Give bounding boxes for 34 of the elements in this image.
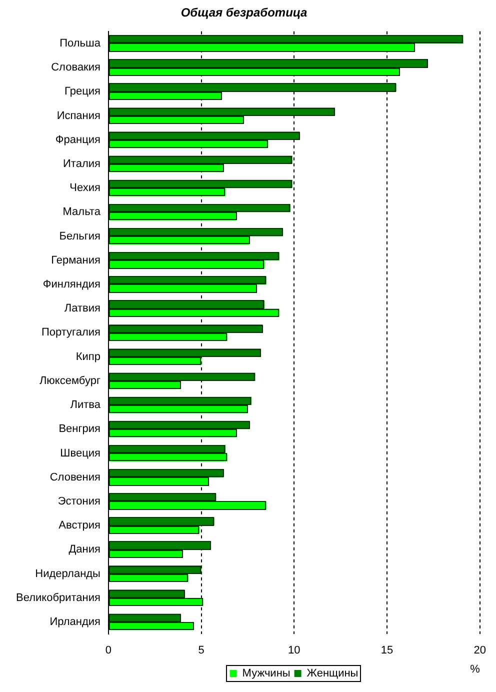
y-tick-label: Литва: [70, 399, 102, 412]
y-tick-label: Португалия: [41, 326, 101, 339]
y-tick-label: Нидерланды: [35, 568, 101, 580]
y-tick-label: Италия: [63, 158, 101, 170]
y-tick-label: Эстония: [58, 495, 101, 508]
y-tick-label: Великобритания: [16, 592, 101, 604]
x-tick-label: 10: [288, 644, 300, 657]
y-tick-label: Словения: [50, 471, 101, 484]
x-tick-label: 0: [105, 644, 112, 657]
y-tick-label: Латвия: [64, 302, 101, 315]
x-tick-label: 15: [380, 644, 394, 657]
y-tick-label: Мальта: [62, 206, 102, 218]
y-tick-label: Дания: [68, 544, 101, 556]
y-tick-label: Польша: [60, 37, 102, 50]
x-tick-label: 20: [474, 644, 486, 657]
y-tick-label: Словакия: [51, 62, 101, 74]
y-tick-label: Австрия: [58, 520, 101, 532]
y-tick-label: Финляндия: [42, 278, 101, 291]
legend-label: Женщины: [306, 668, 358, 680]
y-tick-label: Греция: [64, 86, 101, 98]
y-tick-label: Швеция: [60, 447, 101, 460]
x-tick-label: 5: [198, 644, 204, 657]
y-tick-label: Бельгия: [59, 230, 101, 242]
y-tick-label: Кипр: [76, 350, 100, 363]
y-tick-label: Испания: [56, 110, 101, 122]
x-axis-title: %: [470, 663, 480, 676]
legend-label: Мужчины: [242, 668, 290, 680]
y-tick-label: Венгрия: [58, 423, 101, 436]
y-tick-label: Франция: [55, 134, 101, 146]
y-tick-label: Люксембург: [39, 374, 100, 387]
y-tick-label: Ирландия: [50, 616, 101, 628]
y-tick-label: Германия: [51, 254, 101, 266]
y-tick-label: Чехия: [70, 182, 101, 194]
chart-title: Общая безработица: [180, 6, 308, 20]
